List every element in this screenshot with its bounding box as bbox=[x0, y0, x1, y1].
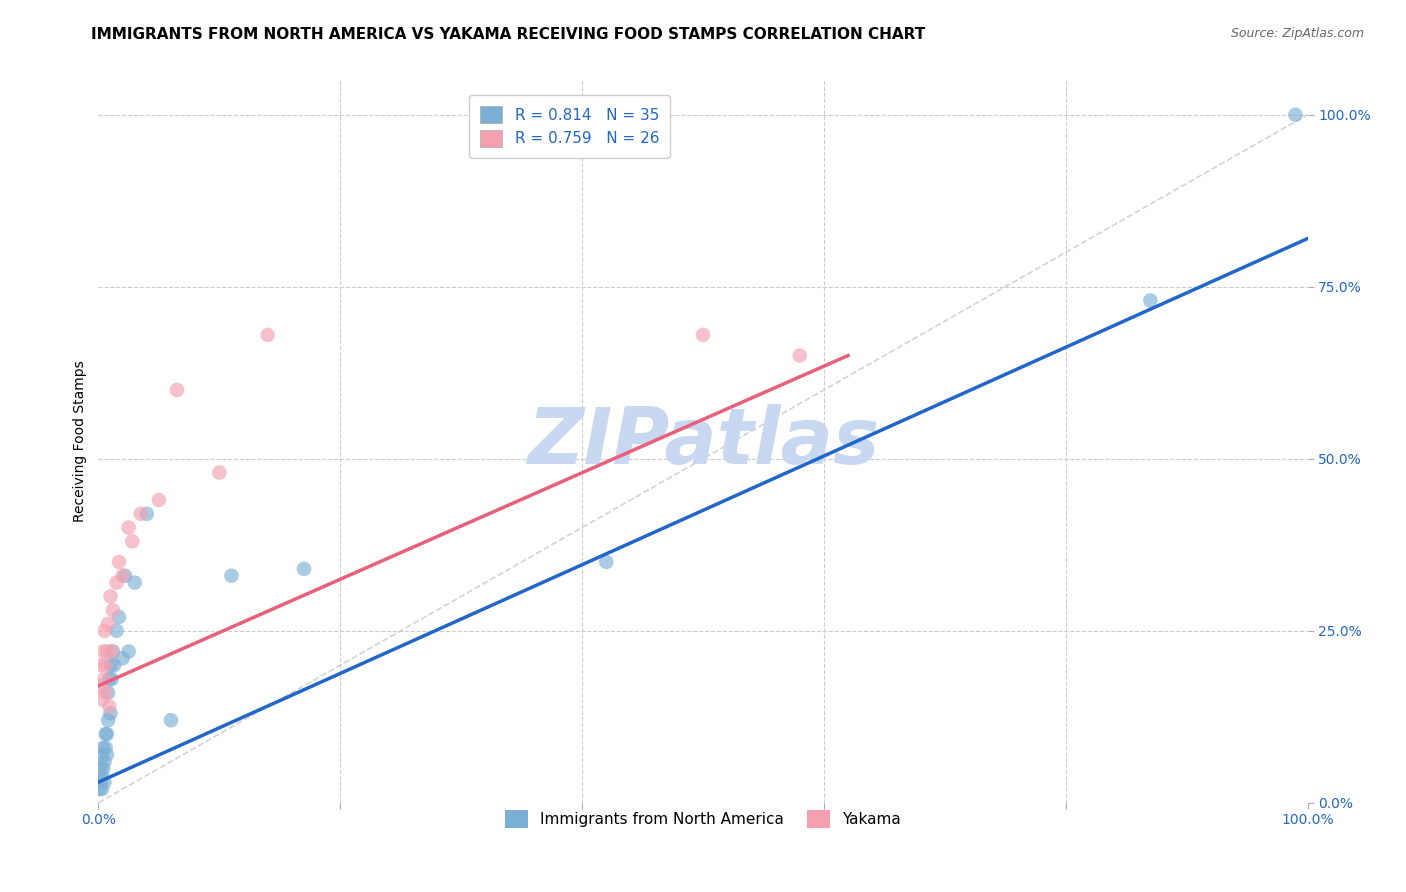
Point bbox=[94, 686, 117, 700]
Point bbox=[1284, 108, 1306, 122]
Point bbox=[100, 672, 122, 686]
Point bbox=[595, 555, 617, 569]
Point bbox=[94, 727, 117, 741]
Point bbox=[129, 507, 152, 521]
Point bbox=[97, 713, 120, 727]
Point bbox=[148, 493, 170, 508]
Point bbox=[90, 761, 112, 775]
Point bbox=[105, 624, 128, 638]
Point bbox=[101, 603, 124, 617]
Point bbox=[91, 692, 114, 706]
Point bbox=[93, 775, 115, 789]
Point bbox=[90, 775, 112, 789]
Point bbox=[100, 706, 122, 721]
Point bbox=[118, 520, 141, 534]
Point bbox=[103, 658, 125, 673]
Point bbox=[111, 651, 134, 665]
Point bbox=[789, 349, 811, 363]
Point bbox=[91, 644, 114, 658]
Point bbox=[100, 590, 122, 604]
Point bbox=[93, 624, 115, 638]
Point bbox=[97, 686, 120, 700]
Point bbox=[111, 568, 134, 582]
Point bbox=[91, 782, 114, 797]
Point bbox=[118, 644, 141, 658]
Text: IMMIGRANTS FROM NORTH AMERICA VS YAKAMA RECEIVING FOOD STAMPS CORRELATION CHART: IMMIGRANTS FROM NORTH AMERICA VS YAKAMA … bbox=[91, 27, 925, 42]
Text: ZIPatlas: ZIPatlas bbox=[527, 403, 879, 480]
Point bbox=[100, 644, 122, 658]
Point bbox=[90, 658, 112, 673]
Point bbox=[96, 644, 118, 658]
Point bbox=[292, 562, 315, 576]
Point bbox=[98, 672, 121, 686]
Point bbox=[91, 740, 114, 755]
Point bbox=[93, 755, 115, 769]
Point bbox=[94, 740, 117, 755]
Point bbox=[166, 383, 188, 397]
Point bbox=[221, 568, 243, 582]
Point bbox=[96, 727, 118, 741]
Point bbox=[114, 568, 136, 582]
Point bbox=[1139, 293, 1161, 308]
Text: Source: ZipAtlas.com: Source: ZipAtlas.com bbox=[1230, 27, 1364, 40]
Point bbox=[692, 327, 714, 342]
Point bbox=[91, 747, 114, 762]
Point bbox=[91, 768, 114, 782]
Point bbox=[89, 679, 111, 693]
Point bbox=[101, 644, 124, 658]
Point bbox=[208, 466, 231, 480]
Point bbox=[121, 534, 143, 549]
Point bbox=[256, 327, 278, 342]
Point bbox=[93, 672, 115, 686]
Point bbox=[98, 699, 121, 714]
Point bbox=[89, 782, 111, 797]
Point bbox=[96, 747, 118, 762]
Point bbox=[108, 555, 131, 569]
Point bbox=[124, 575, 146, 590]
Point bbox=[105, 575, 128, 590]
Point bbox=[97, 616, 120, 631]
Point bbox=[160, 713, 183, 727]
Point bbox=[91, 761, 114, 775]
Point bbox=[94, 658, 117, 673]
Y-axis label: Receiving Food Stamps: Receiving Food Stamps bbox=[73, 360, 87, 523]
Legend: Immigrants from North America, Yakama: Immigrants from North America, Yakama bbox=[495, 799, 911, 838]
Point bbox=[135, 507, 157, 521]
Point bbox=[100, 658, 122, 673]
Point bbox=[108, 610, 131, 624]
